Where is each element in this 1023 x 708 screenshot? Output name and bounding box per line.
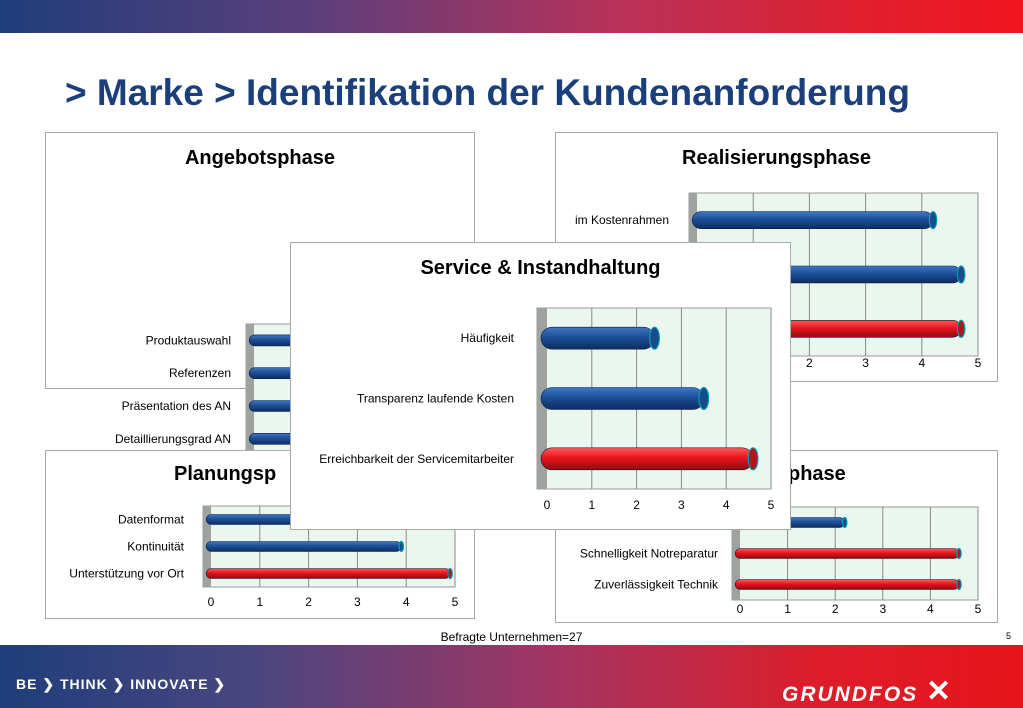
page-number: 5 — [1006, 631, 1012, 641]
bar-end-cap — [747, 447, 759, 471]
x-tick-label: 5 — [975, 602, 982, 616]
x-tick-label: 5 — [768, 498, 775, 512]
category-label: Präsentation des AN — [122, 399, 231, 413]
bar — [691, 211, 934, 229]
bar — [205, 541, 402, 552]
category-label: Produktauswahl — [146, 333, 231, 347]
bar — [734, 548, 960, 559]
tagline: BE ❯ THINK ❯ INNOVATE ❯ — [16, 676, 226, 693]
chevron-right-icon: ❯ — [107, 676, 131, 692]
grundfos-logo: GRUNDFOS ✕ — [782, 674, 953, 708]
chart-title: Service & Instandhaltung — [420, 257, 661, 279]
bar — [540, 326, 655, 350]
bar-end-cap — [841, 516, 848, 529]
category-label: Häufigkeit — [461, 331, 515, 345]
x-tick-label: 4 — [927, 602, 934, 616]
bar-end-cap — [447, 567, 453, 580]
tagline-word-innovate: INNOVATE — [130, 676, 209, 692]
x-tick-label: 1 — [784, 602, 791, 616]
chart-panel-betriebsphase: phase 0 1 2 3 4 5 Schnelligkeit Notreparatur Zu… — [555, 450, 998, 623]
x-tick-label: 4 — [918, 356, 925, 370]
bar-end-cap — [956, 265, 966, 284]
chart-panel-service-instandhaltung: Service & Instandhaltung 0 1 2 3 4 5 Häufigkei… — [290, 242, 791, 530]
x-tick-label: 5 — [452, 595, 459, 609]
category-label: Transparenz laufende Kosten — [357, 392, 514, 406]
tagline-word-think: THINK — [59, 676, 108, 692]
category-label: Referenzen — [169, 366, 231, 380]
x-tick-label: 3 — [354, 595, 361, 609]
bar-end-cap — [956, 578, 962, 591]
chevron-right-icon: ❯ — [208, 676, 227, 692]
x-tick-label: 0 — [737, 602, 744, 616]
bar — [734, 579, 960, 590]
x-tick-label: 5 — [975, 356, 982, 370]
bar-end-cap — [649, 326, 660, 350]
x-tick-label: 4 — [403, 595, 410, 609]
bar-end-cap — [398, 540, 405, 553]
bar-end-cap — [956, 547, 962, 560]
bar-end-cap — [956, 319, 966, 338]
category-label: im Kostenrahmen — [575, 213, 669, 227]
bar-end-cap — [698, 386, 710, 411]
bar — [205, 568, 451, 579]
category-label: Kontinuität — [127, 540, 184, 554]
category-label: Unterstützung vor Ort — [69, 567, 184, 581]
x-tick-label: 3 — [879, 602, 886, 616]
x-tick-label: 2 — [633, 498, 640, 512]
x-tick-label: 3 — [862, 356, 869, 370]
x-tick-label: 2 — [806, 356, 813, 370]
top-gradient-band — [0, 0, 1023, 33]
page-title: > Marke > Identifikation der Kundenanfor… — [65, 72, 910, 113]
chart-realisierungsphase: 012345im Kostenrahmen — [575, 192, 982, 370]
chart-title: Planungsp — [174, 463, 277, 485]
logo-text: GRUNDFOS — [782, 683, 919, 706]
category-label: Zuverlässigkeit Technik — [594, 578, 719, 592]
chart-title: phase — [788, 463, 846, 485]
x-tick-label: 0 — [544, 498, 551, 512]
chart-service-instandhaltung: 0 1 2 3 4 5 Häufigkeit Transparenz laufende Kos… — [319, 307, 775, 512]
tagline-word-be: BE — [16, 676, 38, 692]
chevron-right-icon: ❯ — [37, 676, 60, 692]
category-label: Detaillierungsgrad AN — [115, 432, 231, 446]
bar-end-cap — [928, 211, 938, 230]
x-mark-icon: ✕ — [926, 675, 954, 708]
bar — [540, 387, 705, 410]
x-tick-label: 1 — [588, 498, 595, 512]
x-tick-label: 4 — [723, 498, 730, 512]
x-tick-label: 0 — [208, 595, 215, 609]
x-tick-label: 3 — [678, 498, 685, 512]
bar — [540, 447, 754, 471]
footnote: Befragte Unternehmen=27 — [440, 630, 583, 644]
x-tick-label: 1 — [256, 595, 263, 609]
chart-title: Angebotsphase — [184, 147, 336, 169]
category-label: Schnelligkeit Notreparatur — [580, 547, 718, 561]
x-tick-label: 2 — [832, 602, 839, 616]
chart-title: Realisierungsphase — [682, 147, 871, 169]
category-label: Erreichbarkeit der Servicemitarbeiter — [319, 452, 514, 466]
category-label: Datenformat — [118, 513, 185, 527]
x-tick-label: 2 — [305, 595, 312, 609]
bottom-gradient-band — [0, 645, 1023, 708]
